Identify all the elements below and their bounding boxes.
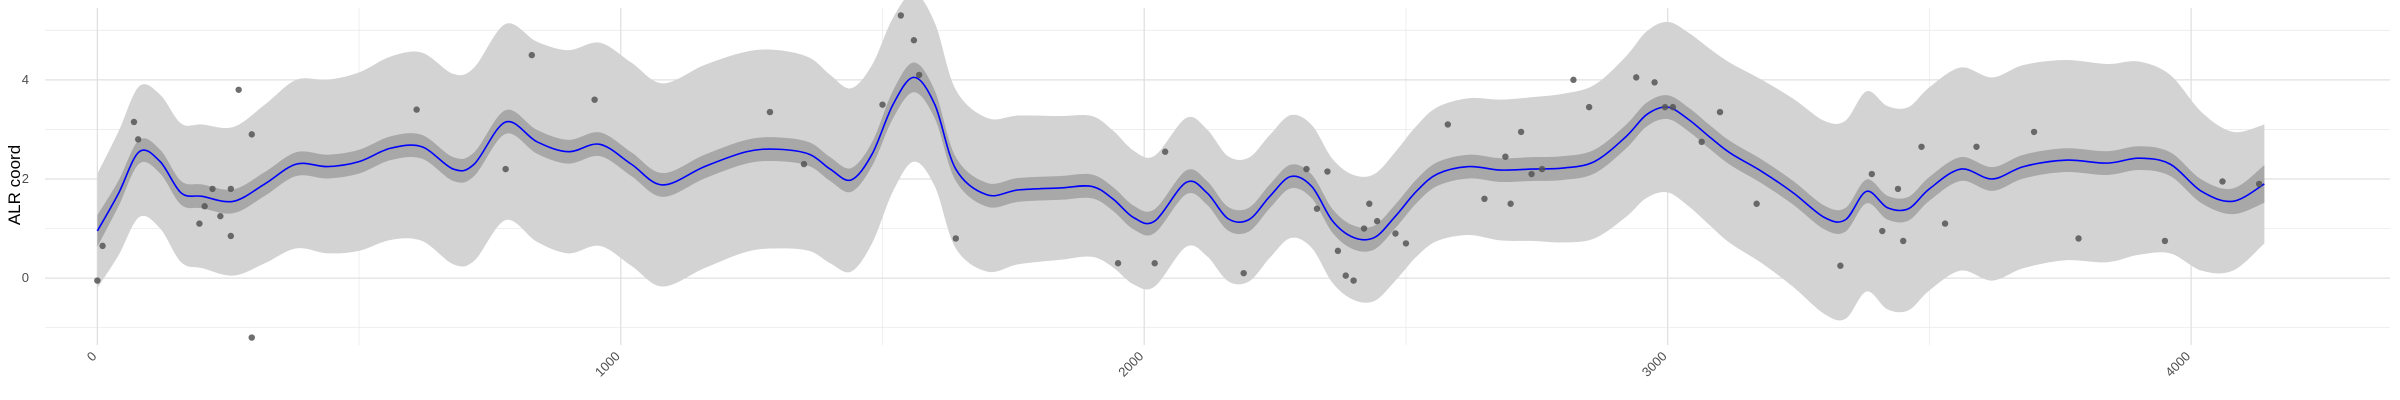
data-point [1633, 74, 1640, 81]
data-point [1502, 153, 1509, 160]
data-point [1481, 195, 1488, 203]
data-point [1900, 237, 1907, 245]
data-point [1528, 170, 1535, 178]
data-point [800, 160, 808, 168]
data-point [879, 101, 886, 108]
data-point [1350, 277, 1357, 284]
data-point [952, 235, 959, 242]
data-point [1973, 143, 1980, 150]
data-point [227, 185, 235, 193]
data-point [1669, 103, 1677, 111]
data-point [528, 51, 535, 59]
data-point [915, 71, 923, 79]
data-point [1918, 143, 1925, 150]
data-point [1651, 79, 1658, 86]
data-point [2219, 178, 2226, 185]
data-point [1366, 200, 1373, 207]
data-point [99, 242, 106, 250]
outer-confidence-band [97, 0, 2265, 321]
data-point [1570, 76, 1577, 84]
data-point [766, 108, 774, 116]
x-tick-label: 1000 [592, 349, 623, 380]
y-tick-label: 4 [22, 72, 29, 87]
data-point [248, 334, 255, 341]
data-point [1303, 165, 1310, 173]
data-point [1837, 262, 1844, 269]
data-point [910, 37, 918, 44]
x-tick-label: 2000 [1115, 349, 1146, 380]
data-points [94, 12, 2263, 341]
data-point [2161, 237, 2169, 245]
data-point [1373, 217, 1381, 225]
data-point [1753, 200, 1760, 207]
data-point [1716, 108, 1724, 116]
data-point [591, 96, 598, 103]
x-tick-label: 3000 [1639, 349, 1670, 380]
data-point [217, 212, 224, 220]
data-point [1324, 168, 1331, 175]
data-point [235, 86, 242, 93]
data-point [1114, 260, 1122, 267]
data-point [1661, 103, 1669, 111]
trend-line-group [96, 76, 2265, 241]
data-point [1894, 185, 1902, 193]
data-point [1517, 128, 1525, 136]
data-point [134, 136, 142, 143]
data-point [1879, 227, 1886, 235]
data-point [1313, 205, 1321, 212]
x-tick-label: 0 [84, 349, 100, 365]
data-point [2030, 128, 2038, 136]
data-point [1698, 138, 1705, 146]
data-point [1585, 103, 1593, 111]
data-point [1360, 225, 1368, 232]
data-point [1151, 260, 1158, 267]
data-point [196, 220, 203, 227]
data-point [130, 118, 138, 126]
data-point [1444, 121, 1452, 128]
data-point [94, 277, 101, 284]
data-point [1402, 240, 1410, 247]
data-point [227, 232, 235, 240]
data-point [248, 131, 255, 138]
data-point [2255, 180, 2263, 188]
data-point [502, 165, 509, 173]
data-point [1392, 230, 1399, 237]
confidence-bands [97, 0, 2265, 321]
data-point [897, 12, 905, 19]
data-point [1240, 269, 1247, 277]
data-point [2075, 235, 2082, 242]
trend-line [96, 76, 2265, 241]
y-tick-label: 2 [22, 171, 29, 186]
y-tick-label: 0 [22, 270, 29, 285]
data-point [1868, 170, 1875, 178]
data-point [1342, 272, 1349, 279]
data-point [1334, 247, 1342, 255]
y-axis-title: ALR coord [5, 145, 24, 225]
data-point [413, 106, 420, 113]
x-tick-label: 4000 [2162, 349, 2193, 380]
data-point [209, 185, 216, 193]
data-point [201, 203, 208, 210]
data-point [1161, 148, 1169, 155]
data-point [1538, 165, 1546, 173]
data-point [1507, 200, 1514, 207]
data-point [1941, 220, 1949, 227]
